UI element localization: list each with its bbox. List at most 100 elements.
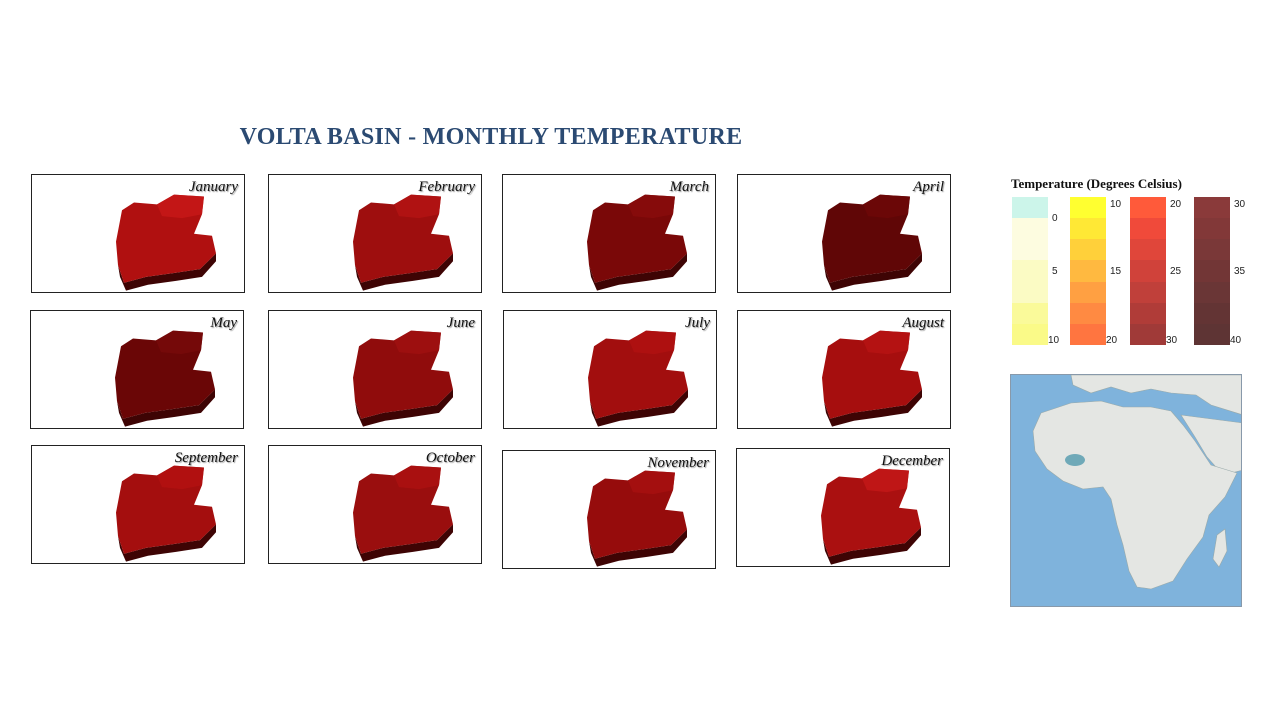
basin-north-region bbox=[863, 330, 910, 355]
basin-surface bbox=[115, 330, 215, 419]
basin-north-region bbox=[394, 465, 441, 490]
month-panel-july: July bbox=[503, 310, 717, 429]
basin-map-august bbox=[822, 330, 922, 427]
legend-swatch bbox=[1012, 281, 1048, 303]
legend-title: Temperature (Degrees Celsius) bbox=[1011, 176, 1182, 191]
legend-swatch bbox=[1012, 260, 1048, 282]
legend-bar-1 bbox=[1012, 197, 1048, 345]
basin-north-region bbox=[863, 194, 910, 219]
basin-map-march bbox=[587, 194, 687, 291]
basin-relief-side bbox=[117, 389, 215, 427]
legend-swatch bbox=[1130, 239, 1166, 261]
legend-tick-label: 0 bbox=[1052, 213, 1058, 224]
month-label: September bbox=[174, 450, 238, 466]
volta-basin-highlight bbox=[1065, 454, 1085, 466]
legend-tick-label: 35 bbox=[1234, 266, 1246, 277]
legend-swatch bbox=[1070, 302, 1106, 324]
legend-swatch bbox=[1012, 218, 1048, 240]
basin-north-region bbox=[394, 194, 441, 219]
legend-swatch bbox=[1130, 260, 1166, 282]
legend-swatch bbox=[1070, 323, 1106, 345]
legend-swatch bbox=[1194, 239, 1230, 261]
basin-relief-side bbox=[118, 524, 216, 562]
legend-swatch bbox=[1130, 197, 1166, 219]
month-panel-september: September bbox=[31, 445, 245, 564]
legend-bar-4 bbox=[1194, 197, 1230, 345]
basin-relief-side bbox=[355, 253, 453, 291]
basin-surface bbox=[822, 330, 922, 419]
basin-surface bbox=[353, 330, 453, 419]
basin-north-region bbox=[628, 194, 675, 219]
basin-relief-side bbox=[590, 389, 688, 427]
basin-surface bbox=[588, 330, 688, 419]
basin-surface bbox=[821, 468, 921, 557]
africa-location-map bbox=[1010, 374, 1242, 607]
basin-surface bbox=[587, 470, 687, 559]
legend-tick-label: 20 bbox=[1106, 335, 1118, 346]
legend-tick-label: 10 bbox=[1048, 335, 1060, 346]
legend-bar-3 bbox=[1130, 197, 1166, 345]
month-panel-august: August bbox=[737, 310, 951, 429]
legend-swatch bbox=[1012, 197, 1048, 219]
month-label: January bbox=[188, 179, 238, 195]
madagascar-land bbox=[1212, 528, 1228, 568]
basin-north-region bbox=[156, 330, 203, 355]
legend-swatch bbox=[1070, 281, 1106, 303]
basin-relief-side bbox=[589, 253, 687, 291]
legend-swatch bbox=[1130, 218, 1166, 240]
basin-map-june bbox=[353, 330, 453, 427]
month-label: March bbox=[669, 179, 709, 195]
basin-map-december bbox=[821, 468, 921, 565]
legend-swatch bbox=[1130, 281, 1166, 303]
legend-tick-label: 5 bbox=[1052, 266, 1058, 277]
legend-swatch bbox=[1194, 281, 1230, 303]
basin-relief-side bbox=[355, 389, 453, 427]
basin-relief-side bbox=[118, 253, 216, 291]
month-panel-february: February bbox=[268, 174, 482, 293]
basin-map-october bbox=[353, 465, 453, 562]
month-panel-march: March bbox=[502, 174, 716, 293]
basin-map-september bbox=[116, 465, 216, 562]
month-label: July bbox=[685, 315, 710, 331]
month-label: February bbox=[418, 179, 475, 195]
basin-relief-side bbox=[355, 524, 453, 562]
basin-map-april bbox=[822, 194, 922, 291]
legend-swatch bbox=[1070, 239, 1106, 261]
legend-swatch bbox=[1194, 218, 1230, 240]
legend-swatch bbox=[1012, 239, 1048, 261]
basin-map-may bbox=[115, 330, 215, 427]
legend-swatch bbox=[1194, 302, 1230, 324]
basin-relief-side bbox=[824, 389, 922, 427]
basin-north-region bbox=[628, 470, 675, 495]
europe-land bbox=[1070, 375, 1241, 415]
basin-surface bbox=[822, 194, 922, 283]
africa-map-svg bbox=[1011, 375, 1241, 606]
month-label: December bbox=[881, 453, 943, 469]
legend-swatch bbox=[1130, 302, 1166, 324]
basin-surface bbox=[587, 194, 687, 283]
basin-north-region bbox=[394, 330, 441, 355]
legend-swatch bbox=[1070, 197, 1106, 219]
basin-north-region bbox=[629, 330, 676, 355]
month-panel-june: June bbox=[268, 310, 482, 429]
legend-swatch bbox=[1070, 218, 1106, 240]
basin-north-region bbox=[862, 468, 909, 493]
month-label: June bbox=[446, 315, 475, 331]
month-panel-april: April bbox=[737, 174, 951, 293]
basin-relief-side bbox=[824, 253, 922, 291]
basin-relief-side bbox=[589, 529, 687, 567]
basin-north-region bbox=[157, 465, 204, 490]
legend-swatch bbox=[1130, 323, 1166, 345]
legend-tick-label: 25 bbox=[1170, 266, 1182, 277]
legend-tick-label: 30 bbox=[1234, 199, 1246, 210]
month-panel-may: May bbox=[30, 310, 244, 429]
legend-tick-label: 15 bbox=[1110, 266, 1122, 277]
month-label: April bbox=[913, 179, 944, 195]
legend-swatch bbox=[1194, 323, 1230, 345]
basin-relief-side bbox=[823, 527, 921, 565]
page-title: VOLTA BASIN - MONTHLY TEMPERATURE bbox=[239, 124, 743, 150]
basin-surface bbox=[353, 465, 453, 554]
basin-surface bbox=[353, 194, 453, 283]
month-label: November bbox=[647, 455, 709, 471]
month-panel-january: January bbox=[31, 174, 245, 293]
